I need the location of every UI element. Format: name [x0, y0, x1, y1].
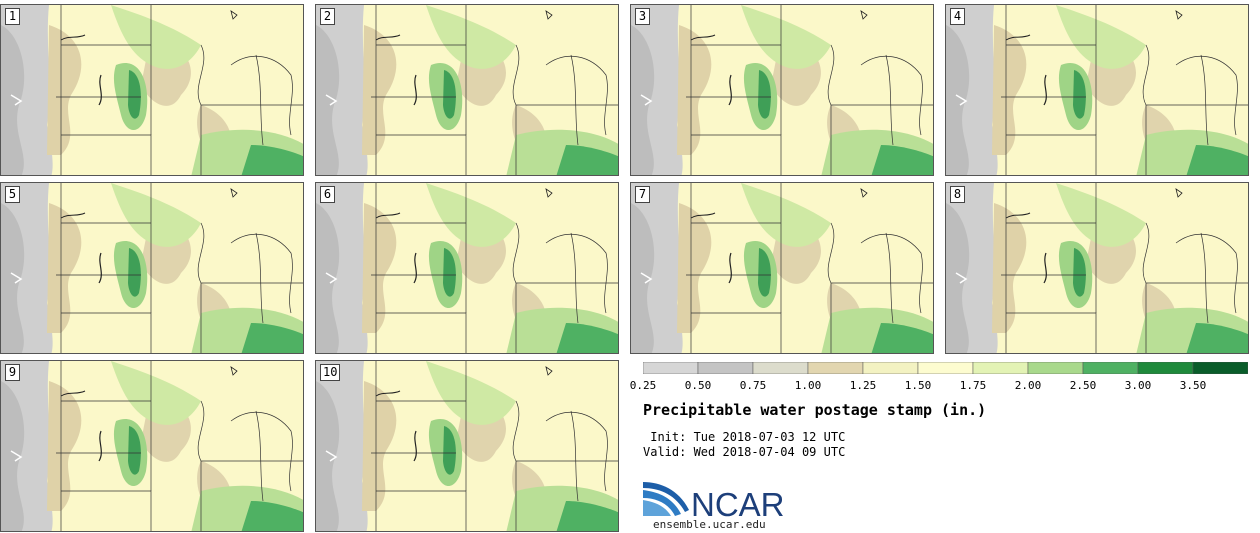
map-image	[1, 361, 304, 532]
legend-tick: 2.00	[1014, 379, 1042, 392]
map-image	[316, 5, 619, 176]
legend-swatch	[643, 362, 699, 374]
ensemble-panel-10: 10	[315, 360, 619, 532]
ensemble-panel-6: 6	[315, 182, 619, 354]
legend-tick: 1.00	[794, 379, 822, 392]
map-image	[1, 183, 304, 354]
legend-swatch	[807, 362, 864, 374]
ensemble-panel-9: 9	[0, 360, 304, 532]
map-image	[631, 183, 934, 354]
panel-number: 10	[320, 364, 341, 381]
ensemble-panel-1: 1	[0, 4, 304, 176]
legend-tick: 0.75	[739, 379, 767, 392]
ensemble-panel-7: 7	[630, 182, 934, 354]
valid-time: Valid: Wed 2018-07-04 09 UTC	[643, 445, 846, 459]
ensemble-panel-3: 3	[630, 4, 934, 176]
panel-number: 3	[635, 8, 650, 25]
legend-tick: 2.50	[1069, 379, 1097, 392]
legend-tick: 1.25	[849, 379, 877, 392]
product-title: Precipitable water postage stamp (in.)	[643, 401, 987, 419]
legend-swatch	[1137, 362, 1194, 374]
panel-number: 2	[320, 8, 335, 25]
ensemble-panel-5: 5	[0, 182, 304, 354]
legend-tick: 1.50	[904, 379, 932, 392]
legend-tick: 3.50	[1179, 379, 1207, 392]
color-legend-bar	[643, 362, 1248, 374]
panel-number: 1	[5, 8, 20, 25]
legend-swatch	[917, 362, 974, 374]
legend-tick: 1.75	[959, 379, 987, 392]
ensemble-panel-8: 8	[945, 182, 1249, 354]
panel-number: 7	[635, 186, 650, 203]
legend-swatch	[862, 362, 919, 374]
logo-url: ensemble.ucar.edu	[653, 518, 766, 531]
map-image	[316, 183, 619, 354]
legend-swatch	[752, 362, 809, 374]
legend-tick: 0.50	[684, 379, 712, 392]
ensemble-panel-2: 2	[315, 4, 619, 176]
logo-wordmark: NCAR	[691, 486, 785, 523]
legend-swatch	[1082, 362, 1139, 374]
panel-number: 4	[950, 8, 965, 25]
map-image	[631, 5, 934, 176]
legend-swatch	[972, 362, 1029, 374]
legend-tick: 0.25	[629, 379, 657, 392]
legend-swatch	[1027, 362, 1084, 374]
ncar-logo: NCAR	[643, 479, 785, 523]
panel-number: 5	[5, 186, 20, 203]
map-image	[946, 5, 1249, 176]
map-image	[316, 361, 619, 532]
ensemble-panel-4: 4	[945, 4, 1249, 176]
legend-swatch	[697, 362, 754, 374]
panel-number: 6	[320, 186, 335, 203]
legend-swatch	[1192, 362, 1248, 374]
legend-tick: 3.00	[1124, 379, 1152, 392]
init-time: Init: Tue 2018-07-03 12 UTC	[643, 430, 846, 444]
map-image	[1, 5, 304, 176]
map-image	[946, 183, 1249, 354]
panel-number: 8	[950, 186, 965, 203]
panel-number: 9	[5, 364, 20, 381]
